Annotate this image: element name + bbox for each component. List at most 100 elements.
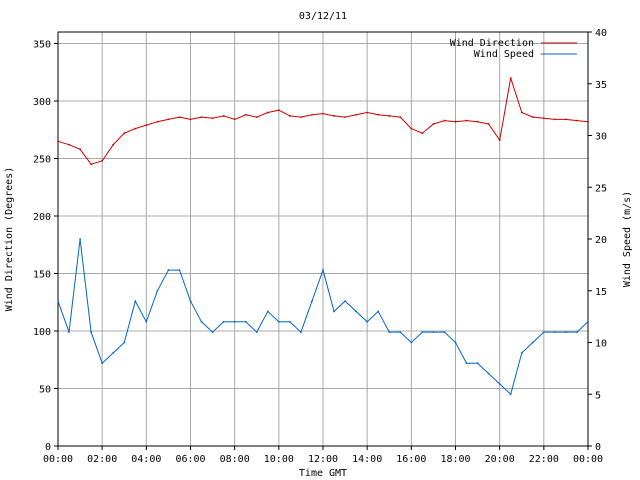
data-point-wind-speed <box>112 351 115 354</box>
data-point-wind-speed <box>377 310 380 313</box>
data-point-wind-speed <box>432 331 435 334</box>
data-point-wind-speed <box>410 341 413 344</box>
data-point-wind-speed <box>233 320 236 323</box>
data-point-wind-speed <box>465 362 468 365</box>
data-point-wind-direction <box>520 111 523 114</box>
data-point-wind-speed <box>57 300 59 302</box>
data-point-wind-speed <box>145 320 148 323</box>
data-point-wind-speed <box>509 393 512 396</box>
x-tick-label: 12:00 <box>308 454 338 465</box>
y-right-tick-label: 5 <box>595 390 601 401</box>
x-tick-label: 08:00 <box>220 454 250 465</box>
legend: Wind Direction Wind Speed <box>450 38 577 60</box>
data-point-wind-speed <box>277 320 280 323</box>
axis-ticks: 00:00 02:00 04:00 06:00 08:00 10:00 12:00 14:00… <box>33 28 607 465</box>
x-axis-label: Time GMT <box>299 468 347 479</box>
data-point-wind-speed <box>79 238 81 240</box>
y-left-tick-label: 0 <box>45 442 51 453</box>
x-tick-label: 04:00 <box>131 454 161 465</box>
data-point-wind-speed <box>322 269 324 271</box>
data-point-wind-speed <box>565 331 567 334</box>
y-axis-right-label: Wind Speed (m/s) <box>622 191 633 287</box>
data-point-wind-speed <box>68 331 70 334</box>
data-point-wind-speed <box>123 341 126 344</box>
data-point-wind-speed <box>189 300 192 302</box>
data-point-wind-direction <box>465 119 468 122</box>
data-point-wind-speed <box>311 300 313 302</box>
data-point-wind-direction <box>553 118 556 121</box>
x-tick-label: 20:00 <box>485 454 515 465</box>
data-point-wind-speed <box>266 310 269 313</box>
data-point-wind-direction <box>200 116 203 118</box>
x-tick-label: 10:00 <box>264 454 294 465</box>
data-point-wind-speed <box>156 289 159 292</box>
data-point-wind-direction <box>432 123 435 125</box>
data-point-wind-speed <box>443 331 446 334</box>
data-point-wind-direction <box>311 113 313 116</box>
x-tick-label: 00:00 <box>573 454 603 465</box>
data-point-wind-direction <box>498 139 501 142</box>
y-left-tick-label: 100 <box>33 327 51 338</box>
data-point-wind-direction <box>454 120 457 123</box>
data-point-wind-direction <box>322 112 324 115</box>
data-point-wind-direction <box>90 163 93 166</box>
data-point-wind-direction <box>156 120 159 123</box>
data-point-wind-direction <box>123 132 126 135</box>
data-point-wind-direction <box>134 127 137 130</box>
y-right-tick-label: 0 <box>595 442 601 453</box>
y-right-tick-label: 15 <box>595 287 607 298</box>
data-point-wind-direction <box>277 109 280 112</box>
y-right-tick-label: 35 <box>595 80 607 91</box>
x-tick-label: 02:00 <box>87 454 117 465</box>
data-point-wind-speed <box>134 300 137 302</box>
data-point-wind-direction <box>57 140 59 143</box>
data-point-wind-direction <box>487 123 490 125</box>
data-point-wind-direction <box>255 116 258 118</box>
y-left-tick-label: 150 <box>33 270 51 281</box>
data-point-wind-speed <box>388 331 391 334</box>
grid <box>58 32 588 446</box>
data-point-wind-speed <box>421 331 424 334</box>
data-point-wind-direction <box>476 120 479 123</box>
data-point-wind-direction <box>145 124 148 127</box>
data-point-wind-direction <box>68 143 70 146</box>
data-point-wind-speed <box>200 320 203 323</box>
y-right-tick-label: 40 <box>595 28 607 39</box>
data-point-wind-speed <box>101 362 104 365</box>
data-point-wind-speed <box>222 320 225 323</box>
data-point-wind-direction <box>399 116 402 118</box>
x-tick-label: 22:00 <box>529 454 559 465</box>
data-point-wind-direction <box>587 120 589 123</box>
x-tick-label: 00:00 <box>43 454 73 465</box>
data-point-wind-speed <box>553 331 556 334</box>
data-point-wind-speed <box>355 310 358 313</box>
y-left-tick-label: 300 <box>33 97 51 108</box>
x-tick-label: 14:00 <box>352 454 382 465</box>
data-point-wind-direction <box>333 115 335 117</box>
y-right-tick-label: 30 <box>595 132 607 143</box>
data-point-wind-direction <box>266 111 269 114</box>
x-tick-label: 16:00 <box>396 454 426 465</box>
data-point-wind-direction <box>542 117 545 120</box>
legend-label-wind-direction: Wind Direction <box>450 38 534 49</box>
data-point-wind-direction <box>79 148 81 151</box>
y-left-tick-label: 350 <box>33 40 51 51</box>
data-point-wind-speed <box>300 331 302 334</box>
data-point-wind-speed <box>454 341 457 344</box>
data-point-wind-direction <box>355 113 358 116</box>
data-point-wind-speed <box>244 320 247 323</box>
data-point-wind-direction <box>410 127 413 130</box>
data-point-wind-speed <box>576 331 578 334</box>
data-point-wind-direction <box>443 119 446 122</box>
data-point-wind-direction <box>178 116 181 118</box>
y-left-tick-label: 200 <box>33 212 51 223</box>
data-point-wind-direction <box>222 115 225 117</box>
data-point-wind-direction <box>344 116 346 118</box>
data-point-wind-direction <box>288 115 291 117</box>
data-point-wind-speed <box>531 341 534 344</box>
data-point-wind-direction <box>509 77 512 79</box>
data-point-wind-direction <box>388 115 391 117</box>
data-point-wind-speed <box>498 383 501 385</box>
data-point-wind-speed <box>487 372 490 375</box>
